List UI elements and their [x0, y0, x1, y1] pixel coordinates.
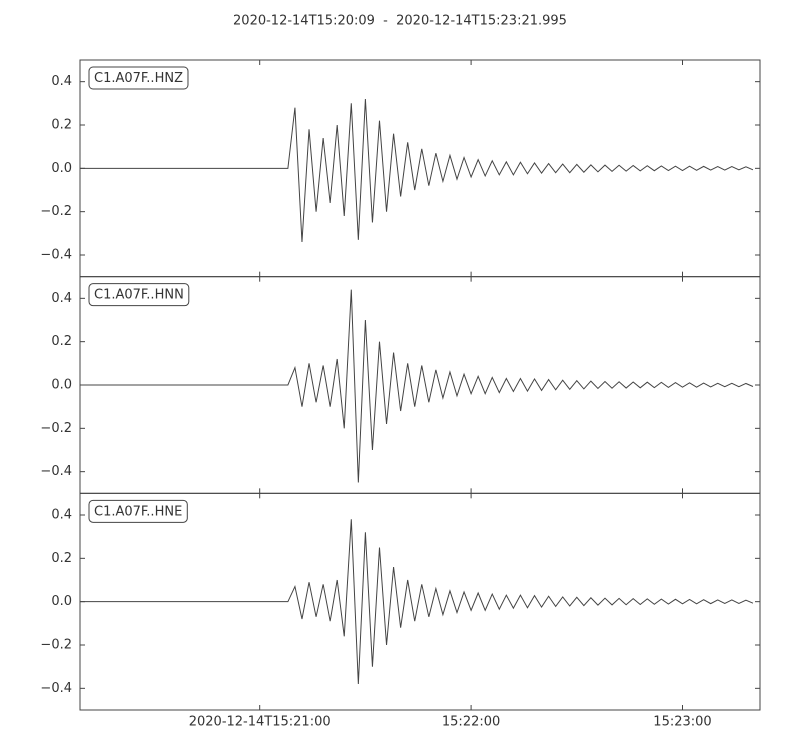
y-tick-label: −0.2 [40, 204, 72, 219]
y-tick-label: −0.4 [40, 681, 72, 696]
y-tick-label: 0.0 [51, 378, 72, 393]
x-tick-label: 2020-12-14T15:21:00 [189, 715, 331, 730]
y-tick-label: −0.2 [40, 638, 72, 653]
panel-frame [79, 492, 761, 711]
y-tick-label: −0.2 [40, 421, 72, 436]
y-tick-label: 0.0 [51, 161, 72, 176]
y-tick-label: 0.4 [51, 74, 72, 89]
y-tick-label: 0.4 [51, 291, 72, 306]
y-tick-label: 0.2 [51, 551, 72, 566]
station-label: C1.A07F..HNZ [94, 71, 183, 86]
y-tick-label: 0.4 [51, 508, 72, 523]
waveform [80, 98, 754, 243]
station-label: C1.A07F..HNE [94, 504, 182, 519]
station-box [88, 66, 189, 90]
waveform [80, 519, 754, 685]
y-tick-label: −0.4 [40, 248, 72, 263]
station-box [88, 499, 188, 523]
station-box [88, 283, 190, 307]
x-tick-label: 15:22:00 [442, 715, 500, 730]
x-tick-label: 15:23:00 [653, 715, 711, 730]
y-tick-label: 0.2 [51, 118, 72, 133]
y-tick-label: −0.4 [40, 464, 72, 479]
y-tick-label: 0.0 [51, 594, 72, 609]
waveform [80, 289, 754, 483]
chart-title: 2020-12-14T15:20:09 - 2020-12-14T15:23:2… [233, 14, 567, 29]
station-label: C1.A07F..HNN [94, 288, 184, 303]
y-tick-label: 0.2 [51, 334, 72, 349]
